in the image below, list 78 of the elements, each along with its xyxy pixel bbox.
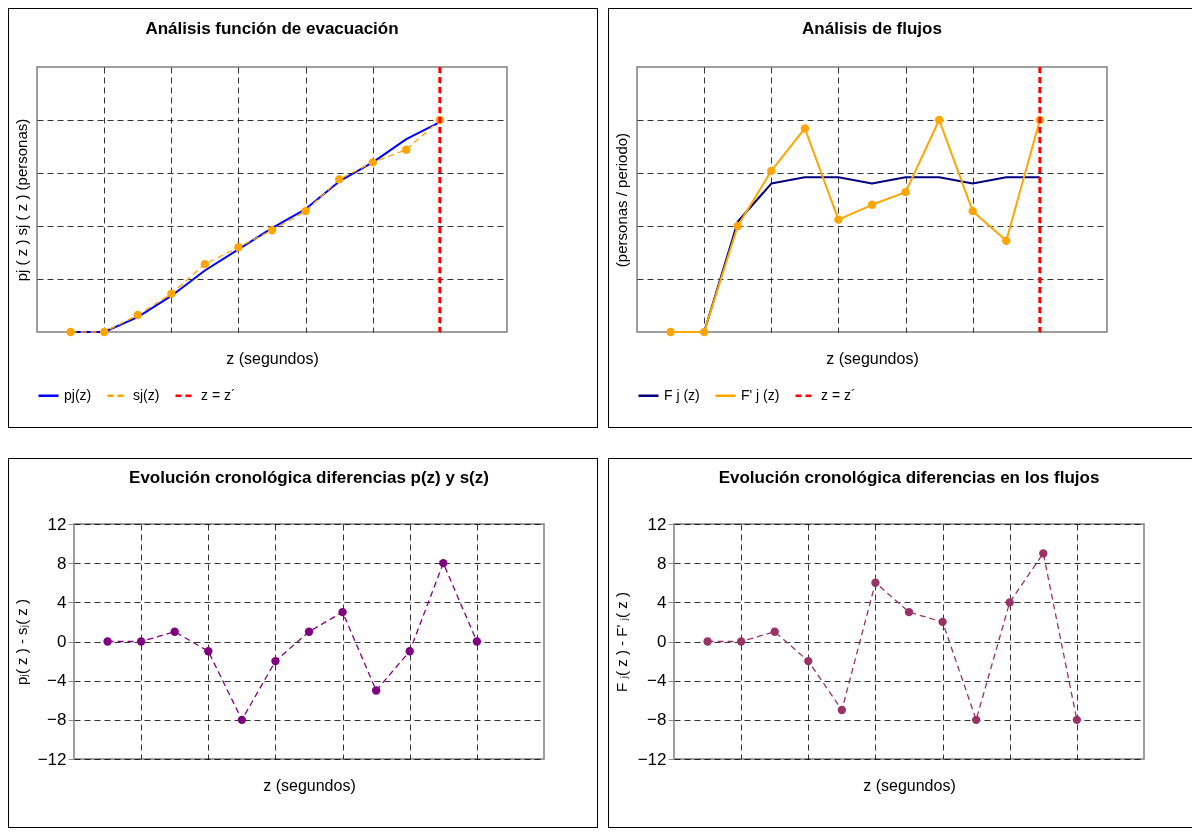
point — [968, 206, 977, 216]
legend-label: F' j (z) — [741, 386, 780, 403]
point — [368, 158, 377, 167]
text: z = z´ — [201, 386, 236, 403]
point — [133, 310, 142, 320]
y-tick-label: −12 — [637, 749, 667, 769]
point — [1005, 598, 1014, 607]
point — [204, 647, 213, 656]
point — [938, 617, 947, 627]
point — [371, 686, 381, 695]
point — [837, 705, 847, 715]
text: z = z´ — [821, 386, 856, 403]
point — [834, 215, 843, 224]
y-axis-title: (personas / periodo) — [612, 132, 630, 268]
point — [971, 715, 981, 725]
point — [304, 627, 314, 636]
x-axis-title: z (segundos) — [226, 349, 319, 367]
point — [405, 647, 414, 656]
y-tick-label: 0 — [657, 632, 667, 651]
x-axis-title: z (segundos) — [863, 776, 956, 794]
point — [934, 115, 944, 125]
point — [136, 637, 146, 646]
point — [1039, 549, 1048, 558]
point — [804, 656, 813, 666]
x-axis-title: z (segundos) — [826, 349, 919, 367]
point — [472, 637, 482, 646]
point — [666, 327, 675, 337]
y-tick-label: −8 — [647, 710, 667, 730]
point — [439, 558, 448, 568]
point — [200, 259, 210, 269]
point — [301, 206, 310, 216]
y-tick-label: 12 — [47, 514, 67, 534]
y-axis-title: pj ( z ) sj ( z ) (personas) — [12, 118, 30, 282]
point — [99, 327, 109, 337]
legend-label: sj(z) — [133, 386, 160, 403]
point — [901, 187, 910, 197]
point — [904, 607, 914, 617]
y-tick-label: −12 — [37, 749, 67, 769]
point — [167, 289, 176, 299]
chart-title: Análisis función de evacuación — [145, 18, 399, 38]
point — [103, 637, 112, 646]
y-tick-label: 0 — [57, 632, 67, 651]
point — [338, 607, 347, 617]
point — [1072, 715, 1082, 725]
point — [402, 145, 411, 154]
y-axis-title: F ⱼ( z ) - F' ⱼ( z ) — [612, 592, 630, 692]
legend-label: F j (z) — [664, 386, 700, 403]
point — [871, 578, 880, 587]
point — [867, 200, 877, 209]
y-tick-label: 12 — [647, 514, 667, 534]
point — [334, 175, 344, 184]
point — [703, 637, 712, 646]
y-tick-label: 8 — [57, 553, 67, 573]
point — [800, 124, 810, 133]
point — [733, 221, 742, 231]
chart-title: Evolución cronológica diferencias en los flujos — [718, 468, 1100, 487]
y-tick-label: 4 — [57, 592, 67, 612]
point — [1002, 236, 1011, 246]
legend-label: pj(z) — [64, 386, 92, 403]
x-axis-title: z (segundos) — [263, 776, 356, 794]
y-tick-label: 4 — [657, 592, 667, 612]
point — [66, 327, 75, 337]
point — [237, 715, 247, 725]
y-axis-title: pⱼ( z ) - sⱼ( z ) — [12, 598, 30, 686]
chart-title: Análisis de flujos — [802, 18, 942, 38]
y-tick-label: 8 — [657, 553, 667, 573]
point — [271, 656, 280, 666]
point — [170, 627, 179, 636]
point — [234, 243, 243, 252]
point — [267, 226, 277, 235]
chart-title: Evolución cronológica diferencias p(z) y s(z) — [129, 468, 489, 487]
point — [770, 627, 779, 636]
point — [699, 327, 709, 337]
y-tick-label: −4 — [47, 671, 67, 691]
point — [767, 166, 776, 176]
y-tick-label: −4 — [647, 671, 667, 691]
y-tick-label: −8 — [47, 710, 67, 730]
point — [736, 637, 746, 646]
